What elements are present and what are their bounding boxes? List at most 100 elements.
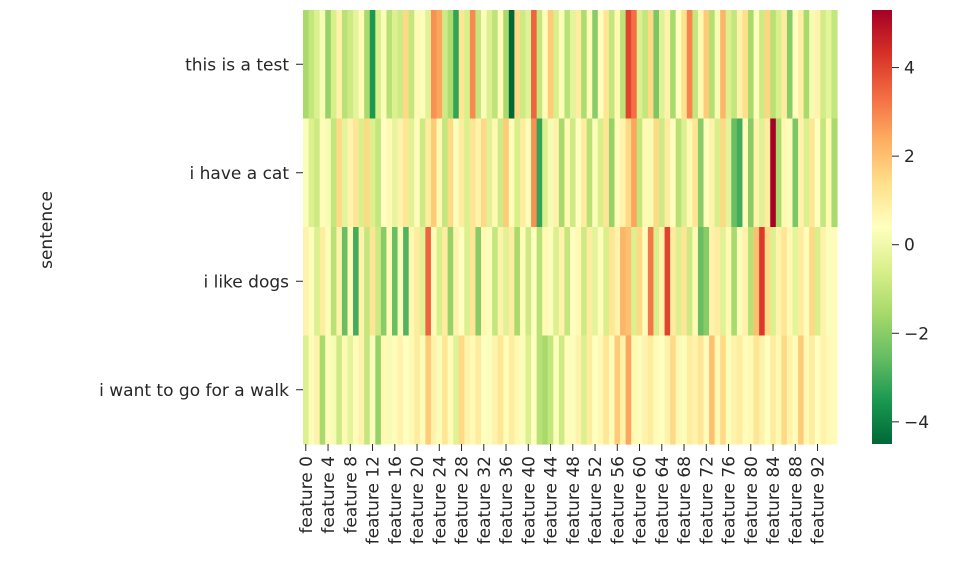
x-tick-label: feature 12 — [364, 456, 384, 544]
heatmap-cells — [303, 10, 838, 445]
heatmap-cell — [736, 118, 744, 228]
heatmap-cell — [825, 227, 833, 337]
heatmap-cell — [469, 10, 477, 120]
heatmap-cell — [753, 335, 760, 445]
heatmap-cell — [542, 10, 549, 120]
heatmap-cell — [386, 118, 393, 228]
y-axis-ticks: this is a test i have a cat i like dogs i w… — [99, 55, 303, 401]
heatmap-cell — [464, 335, 471, 445]
heatmap-cell — [497, 10, 504, 120]
heatmap-cell — [731, 227, 738, 337]
heatmap-cell — [742, 118, 749, 228]
heatmap-cell — [586, 227, 593, 337]
heatmap-cell — [442, 227, 449, 337]
heatmap-cell — [531, 118, 538, 228]
heatmap-cell — [386, 335, 393, 445]
heatmap-cell — [686, 10, 693, 120]
heatmap-cell — [475, 227, 482, 337]
heatmap-cell — [425, 10, 432, 120]
heatmap-cell — [603, 227, 610, 337]
heatmap-cell — [636, 10, 643, 120]
heatmap-cell — [614, 335, 621, 445]
heatmap-cell — [675, 10, 682, 120]
heatmap-cell — [353, 118, 360, 228]
heatmap-cell — [475, 335, 482, 445]
y-axis-label: sentence — [37, 191, 57, 269]
heatmap-cell — [347, 227, 354, 337]
heatmap-cell — [430, 227, 438, 337]
heatmap-cell — [625, 118, 632, 228]
heatmap-cell — [481, 10, 488, 120]
heatmap-cell — [820, 10, 827, 120]
heatmap-cell — [570, 10, 577, 120]
heatmap-cell — [614, 227, 621, 337]
x-tick-label: feature 68 — [675, 456, 695, 544]
heatmap-cell — [714, 335, 721, 445]
heatmap-cell — [686, 227, 693, 337]
heatmap-cell — [825, 118, 833, 228]
heatmap-cell — [786, 335, 794, 445]
heatmap-cell — [592, 227, 599, 337]
heatmap-cell — [759, 10, 766, 120]
heatmap-cell — [608, 227, 616, 337]
x-tick-label: feature 44 — [542, 456, 562, 544]
x-axis-ticks: feature 0 feature 4 feature 8 feature 12 fea… — [297, 444, 829, 544]
heatmap-cell — [659, 10, 666, 120]
x-tick-label: feature 40 — [519, 456, 539, 544]
heatmap-cell — [809, 118, 816, 228]
heatmap-cell — [397, 118, 404, 228]
heatmap-cell — [692, 10, 699, 120]
heatmap-cell — [486, 227, 493, 337]
heatmap-cell — [375, 10, 382, 120]
heatmap-cell — [303, 335, 310, 445]
heatmap-cell — [531, 335, 538, 445]
heatmap-cell — [786, 118, 794, 228]
heatmap-cell — [581, 227, 588, 337]
heatmap-cell — [358, 227, 365, 337]
heatmap-cell — [664, 227, 671, 337]
heatmap-cell — [642, 10, 649, 120]
heatmap-cell — [519, 335, 527, 445]
heatmap-cell — [603, 10, 610, 120]
heatmap-cell — [525, 227, 532, 337]
heatmap-cell — [547, 118, 554, 228]
heatmap-cell — [308, 227, 315, 337]
heatmap-cell — [642, 227, 649, 337]
heatmap-cell — [564, 227, 571, 337]
heatmap-cell — [486, 335, 493, 445]
heatmap-cell — [519, 10, 527, 120]
heatmap-cell — [664, 335, 671, 445]
heatmap-cell — [531, 227, 538, 337]
heatmap-cell — [469, 227, 477, 337]
heatmap-cell — [597, 118, 604, 228]
heatmap-cell — [736, 10, 744, 120]
heatmap-cell — [653, 10, 660, 120]
heatmap-cell — [458, 227, 465, 337]
heatmap-cell — [792, 335, 799, 445]
y-tick-label: i want to go for a walk — [99, 381, 289, 401]
heatmap-cell — [814, 227, 821, 337]
heatmap-cell — [481, 227, 488, 337]
heatmap-cell — [375, 335, 382, 445]
heatmap-cell — [725, 335, 732, 445]
heatmap-cell — [525, 118, 532, 228]
heatmap-cell — [597, 227, 604, 337]
colorbar-tick-label: −2 — [904, 324, 929, 344]
heatmap-cell — [825, 335, 833, 445]
heatmap-cell — [303, 10, 310, 120]
heatmap-cell — [347, 10, 354, 120]
heatmap-cell — [792, 227, 799, 337]
heatmap-cell — [341, 118, 349, 228]
heatmap-cell — [375, 227, 382, 337]
heatmap-cell — [408, 335, 415, 445]
heatmap-cell — [453, 118, 460, 228]
heatmap-cell — [314, 335, 321, 445]
heatmap-cell — [670, 335, 677, 445]
heatmap-cell — [403, 118, 410, 228]
heatmap-cell — [503, 10, 510, 120]
heatmap-cell — [608, 335, 616, 445]
heatmap-cell — [736, 335, 744, 445]
heatmap-cell — [720, 227, 727, 337]
heatmap-cell — [386, 227, 393, 337]
heatmap-cell — [570, 335, 577, 445]
